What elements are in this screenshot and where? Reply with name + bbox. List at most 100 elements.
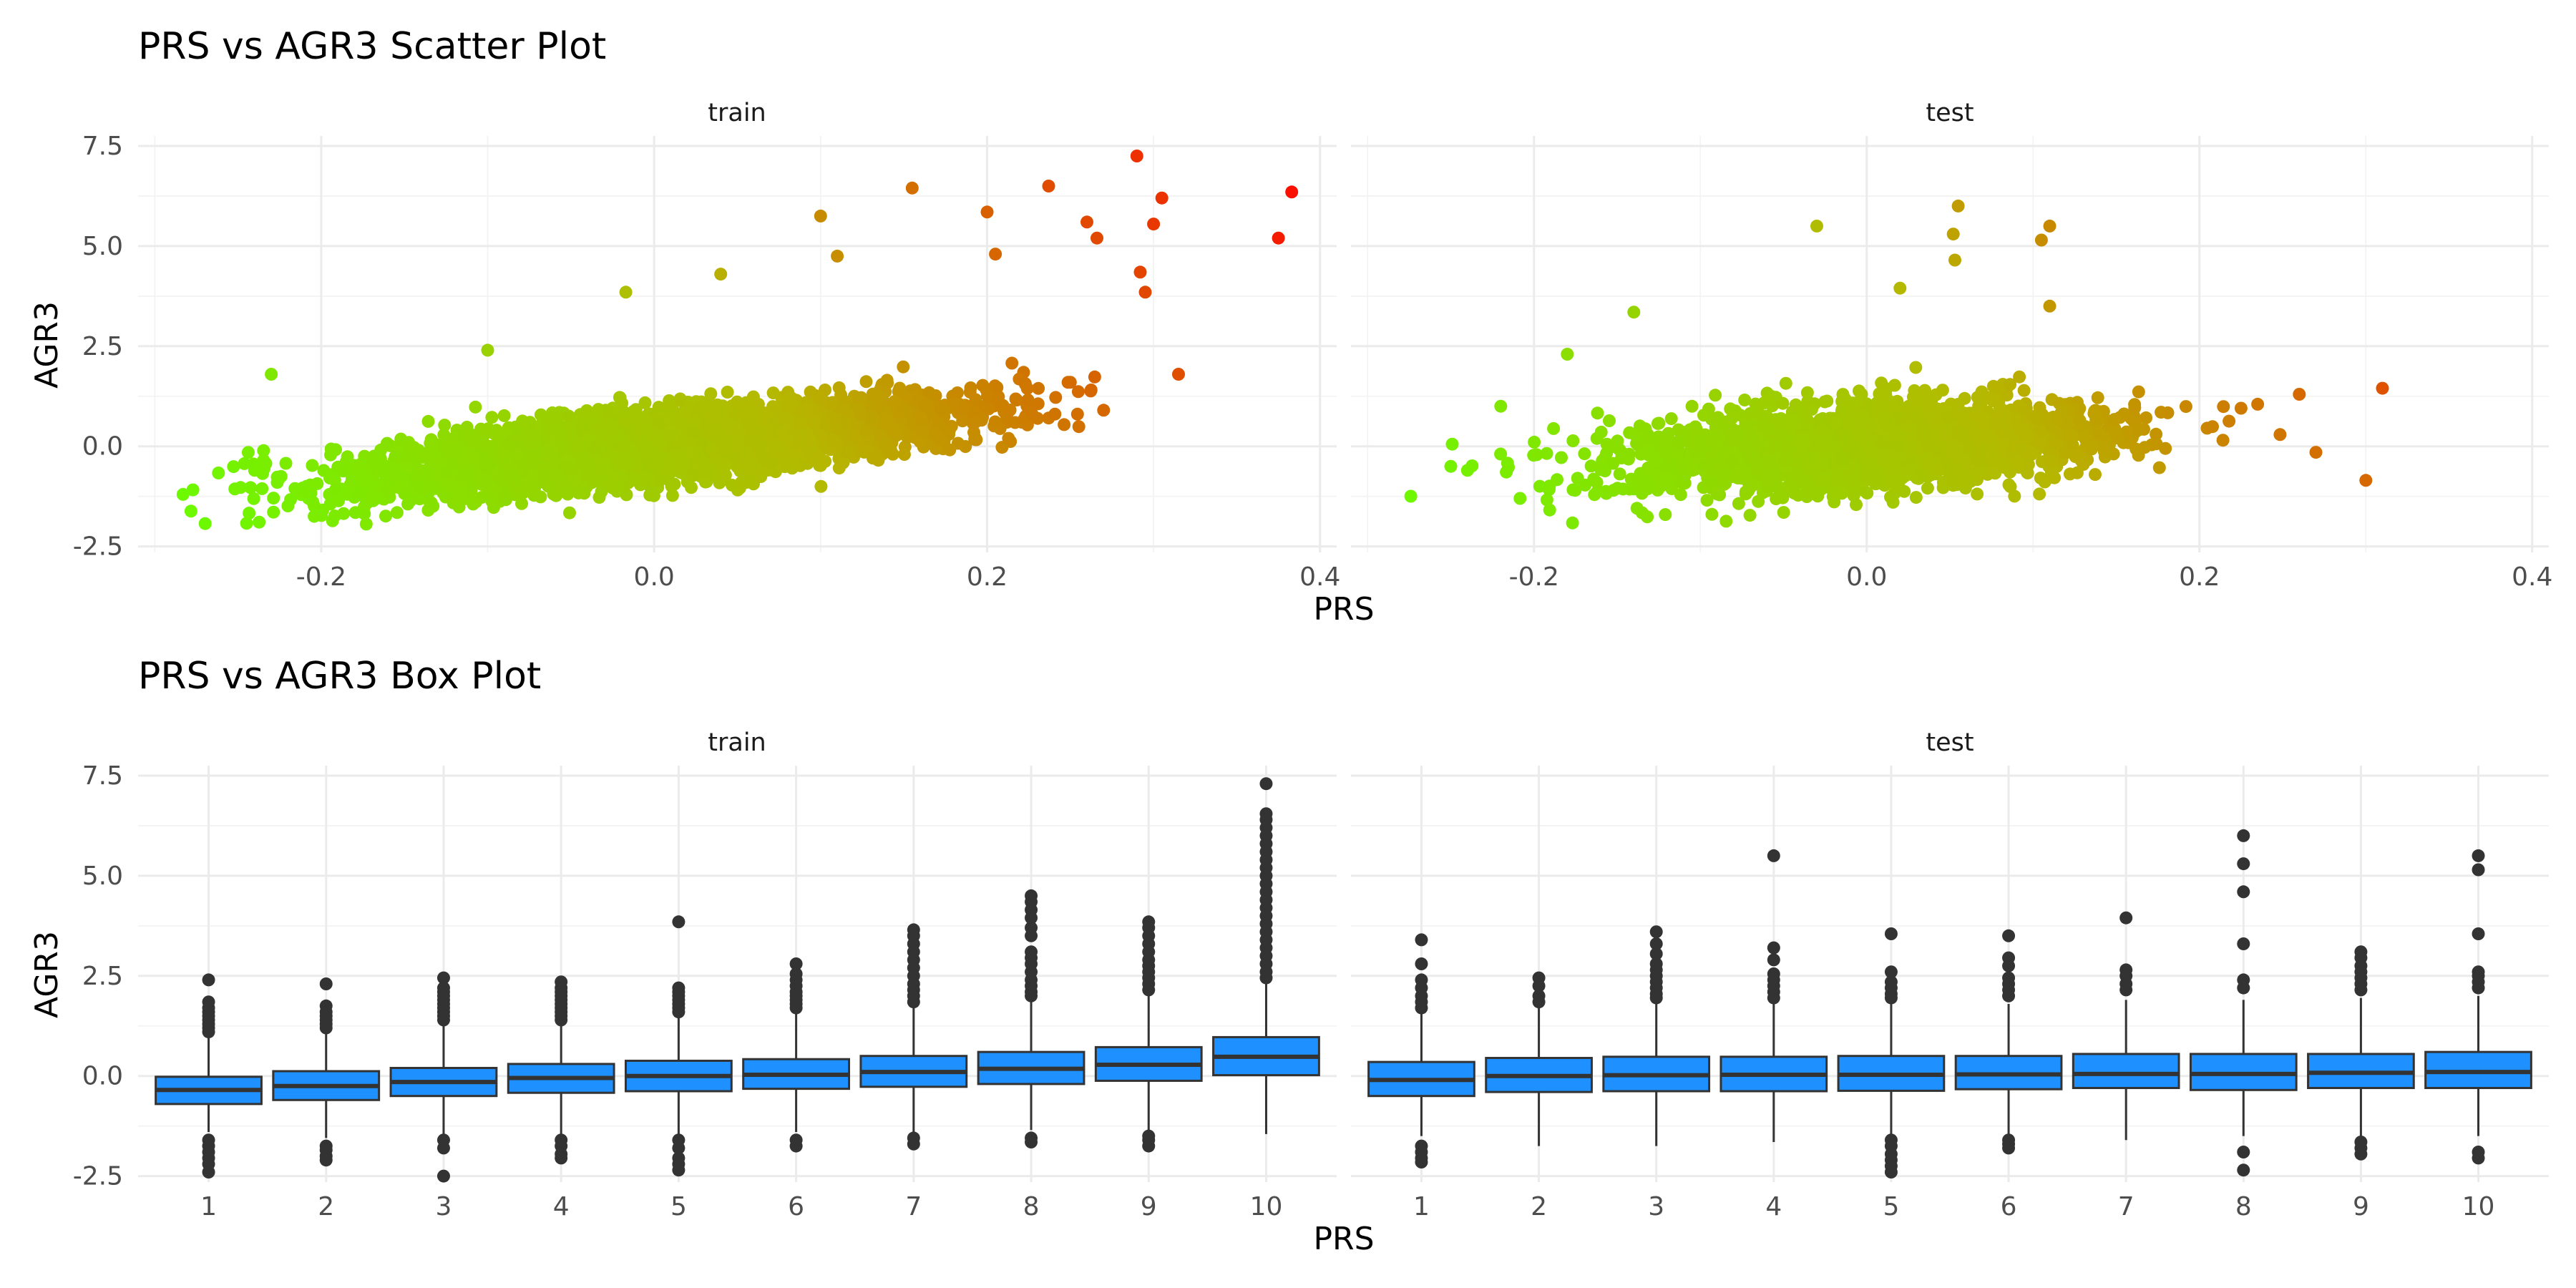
scatter-point [705, 441, 718, 455]
scatter-point [874, 429, 888, 442]
scatter-point [1031, 397, 1045, 411]
scatter-point [968, 416, 982, 429]
scatter-point [1138, 286, 1152, 299]
scatter-point [547, 412, 560, 426]
scatter-point [481, 343, 494, 357]
scatter-point [306, 459, 319, 472]
scatter-point [573, 438, 587, 452]
scatter-point [288, 482, 302, 495]
scatter-point [328, 474, 341, 487]
scatter-point [1002, 431, 1015, 445]
scatter-point [964, 381, 977, 394]
scatter-point [1091, 231, 1103, 245]
scatter-point [978, 399, 992, 413]
scatter-panel-test: -0.2 0.0 0.2 0.4 [1351, 136, 2552, 592]
scatter-point [475, 491, 489, 504]
scatter-point [836, 455, 850, 469]
scatter-point [951, 386, 964, 399]
scatter-point [279, 457, 293, 470]
scatter-point [947, 396, 961, 410]
scatter-point [367, 449, 381, 463]
scatter-point [988, 415, 1002, 429]
scatter-point [1032, 381, 1045, 395]
scatter-point [458, 466, 472, 479]
scatter-point [1072, 420, 1085, 434]
scatter-point [665, 461, 679, 474]
scatter-point [635, 421, 648, 434]
scatter-facet-test-label: test [1926, 99, 1974, 127]
scatter-point [831, 249, 844, 263]
scatter-point [794, 417, 808, 431]
scatter-point [882, 415, 895, 429]
scatter-point [502, 464, 516, 478]
scatter-point [408, 443, 421, 457]
scatter-point [615, 469, 628, 483]
scatter-point [783, 417, 796, 431]
scatter-point [497, 409, 511, 422]
scatter-point [1070, 407, 1084, 421]
scatter-point [766, 386, 780, 400]
scatter-point [814, 209, 827, 223]
scatter-point [1685, 399, 1699, 413]
scatter-point [306, 495, 320, 509]
scatter-point [1048, 407, 1062, 421]
scatter-point [1272, 231, 1285, 245]
scatter-point [754, 470, 768, 483]
scatter-point [1005, 356, 1019, 370]
scatter-point [281, 499, 295, 512]
scatter-point [746, 423, 759, 436]
scatter-point [564, 425, 577, 439]
scatter-point [390, 467, 404, 481]
scatter-point [711, 424, 724, 437]
scatter-point [592, 470, 605, 484]
scatter-point [840, 436, 854, 449]
scatter-point [511, 448, 525, 462]
scatter-y-tick-label: -2.5 [73, 532, 123, 562]
scatter-point [1285, 185, 1299, 199]
scatter-point [1049, 391, 1063, 404]
scatter-point [572, 486, 585, 499]
scatter-point [508, 478, 522, 492]
scatter-point [528, 429, 542, 442]
scatter-point [719, 442, 733, 456]
scatter-point [989, 248, 1002, 261]
scatter-point [705, 467, 718, 480]
scatter-point [619, 454, 633, 467]
scatter-point [482, 422, 495, 436]
scatter-point [234, 481, 248, 494]
scatter-point [996, 399, 1010, 412]
scatter-point [623, 441, 637, 454]
scatter-point [664, 476, 678, 489]
scatter-point [696, 400, 710, 414]
scatter-point [487, 501, 500, 514]
scatter-point [859, 424, 872, 438]
scatter-point [351, 486, 364, 499]
scatter-point [841, 446, 854, 459]
scatter-point [638, 396, 652, 409]
scatter-point [565, 467, 579, 481]
scatter-point [685, 481, 698, 494]
scatter-point [905, 181, 919, 195]
scatter-point [315, 509, 328, 522]
scatter-point [1133, 265, 1147, 279]
scatter-point [1530, 448, 1543, 462]
scatter-point [957, 401, 970, 415]
scatter-point [1080, 215, 1093, 229]
scatter-point [1494, 447, 1508, 461]
scatter-point [714, 407, 728, 420]
scatter-point [332, 494, 345, 507]
scatter-point [227, 460, 240, 474]
scatter-point [864, 411, 877, 424]
scatter-point [390, 506, 404, 519]
scatter-point [995, 441, 1009, 454]
scatter-point [238, 457, 251, 470]
scatter-point [929, 441, 942, 455]
scatter-point [1776, 491, 1790, 504]
scatter-point [248, 464, 261, 477]
scatter-panel-train: -0.2 0.0 0.2 0.4-2.50.02.55.07.5 [73, 132, 1341, 592]
scatter-point [663, 425, 677, 439]
scatter-point [642, 469, 655, 482]
scatter-point [943, 443, 957, 457]
scatter-point [485, 411, 499, 424]
